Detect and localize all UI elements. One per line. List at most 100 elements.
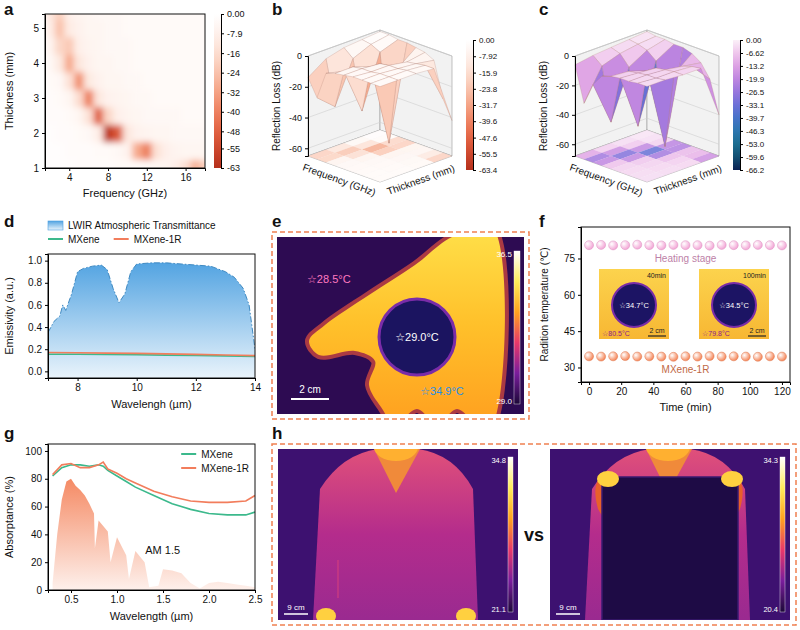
cell <box>181 19 191 37</box>
tick: 40 <box>648 382 660 397</box>
tick: -55.5 <box>473 150 498 159</box>
tick-label: -40 <box>227 107 240 117</box>
cell <box>64 19 74 37</box>
axis-line <box>305 57 309 157</box>
point <box>765 241 774 250</box>
scale-bar <box>284 613 308 615</box>
tick-label: 20 <box>31 557 43 568</box>
inset-label: ☆80.5°C <box>602 330 630 337</box>
cell <box>132 124 142 142</box>
surface-patch <box>317 71 344 106</box>
tick-mark <box>221 33 224 34</box>
plot-frame <box>48 254 255 378</box>
tick-label: 100 <box>742 386 759 397</box>
tick: -16 <box>221 48 240 58</box>
tick-mark <box>163 590 164 593</box>
cell <box>93 124 103 142</box>
cell <box>74 19 84 37</box>
cell <box>123 124 133 142</box>
tick: 0.2 <box>28 344 48 355</box>
inset-background <box>699 269 769 339</box>
point <box>777 352 786 361</box>
tick-mark <box>473 154 476 155</box>
scale-label: 2 cm <box>299 384 321 395</box>
tick-label: -66.2 <box>746 166 765 175</box>
tick-label: -24 <box>227 68 240 78</box>
cell <box>181 54 191 72</box>
body <box>313 449 478 620</box>
figure: 48121612345Frequency (GHz)Thickness (mm)… <box>0 0 800 630</box>
cell <box>74 14 84 20</box>
tick-mark <box>221 112 224 113</box>
tick: -40 <box>556 110 575 120</box>
point <box>645 352 654 361</box>
cell <box>93 159 103 168</box>
tick: -31.7 <box>473 101 498 110</box>
cell <box>93 19 103 37</box>
cell <box>84 14 94 20</box>
legend-entry: LWIR Atmospheric Transmittance <box>48 220 216 231</box>
axis-line <box>741 41 744 171</box>
tick-mark <box>108 168 109 171</box>
tick-mark <box>653 382 654 385</box>
cell <box>171 14 181 20</box>
tick-label: -53.0 <box>746 140 765 149</box>
panel-b: 0-20-40-60Reflection Loss (dB)Frequency … <box>271 30 498 198</box>
cell <box>181 72 191 90</box>
scale-bar <box>748 335 766 336</box>
cell <box>123 142 133 160</box>
tick: -7.9 <box>221 29 243 39</box>
tick-mark <box>740 79 743 80</box>
cell <box>74 124 84 142</box>
axis-title: Wavelength (µm) <box>110 610 194 622</box>
cell <box>64 142 74 160</box>
tick: -40 <box>221 107 240 117</box>
separator: vs <box>524 525 544 545</box>
cell <box>190 14 200 20</box>
point <box>609 241 618 250</box>
axis-line <box>578 228 582 383</box>
tick-mark <box>740 53 743 54</box>
tick: 0.0 <box>28 366 48 377</box>
tick-mark <box>117 590 118 593</box>
tick-mark <box>572 144 575 145</box>
tick-label: 3 <box>33 93 39 104</box>
tick-mark <box>740 66 743 67</box>
inset-label: 2 cm <box>649 327 664 334</box>
cell <box>200 54 205 72</box>
point <box>705 241 714 250</box>
tick-label: 4 <box>67 172 73 183</box>
colorbar <box>508 457 513 612</box>
tick-label: 0.00 <box>227 9 245 19</box>
hand <box>309 237 505 414</box>
colorbar <box>214 14 221 168</box>
grid-line <box>575 118 719 144</box>
tick-mark <box>221 53 224 54</box>
head <box>374 449 418 461</box>
tick: 0.4 <box>28 322 48 333</box>
point <box>669 352 678 361</box>
tick-mark <box>137 378 138 381</box>
tick-mark <box>42 133 45 134</box>
colorbar <box>780 457 785 612</box>
tick-mark <box>186 168 187 171</box>
thermal-photo: 34.320.49 cm <box>550 433 790 620</box>
cell <box>142 124 152 142</box>
axis-bottom: 8101214 <box>49 378 262 393</box>
colorbar <box>466 40 473 170</box>
cell <box>190 142 200 160</box>
axis-line <box>42 15 46 169</box>
cell <box>190 37 200 55</box>
tick-mark <box>473 56 476 57</box>
cell <box>55 37 65 55</box>
cell <box>152 124 162 142</box>
tick: -59.6 <box>740 153 765 162</box>
tick-mark <box>42 98 45 99</box>
cell <box>113 107 123 125</box>
tick-mark <box>473 138 476 139</box>
tick-label: 12 <box>142 172 154 183</box>
floor-cell <box>638 172 665 182</box>
tick: 10 <box>132 378 144 393</box>
cell <box>171 142 181 160</box>
tick: 0 <box>297 51 308 61</box>
